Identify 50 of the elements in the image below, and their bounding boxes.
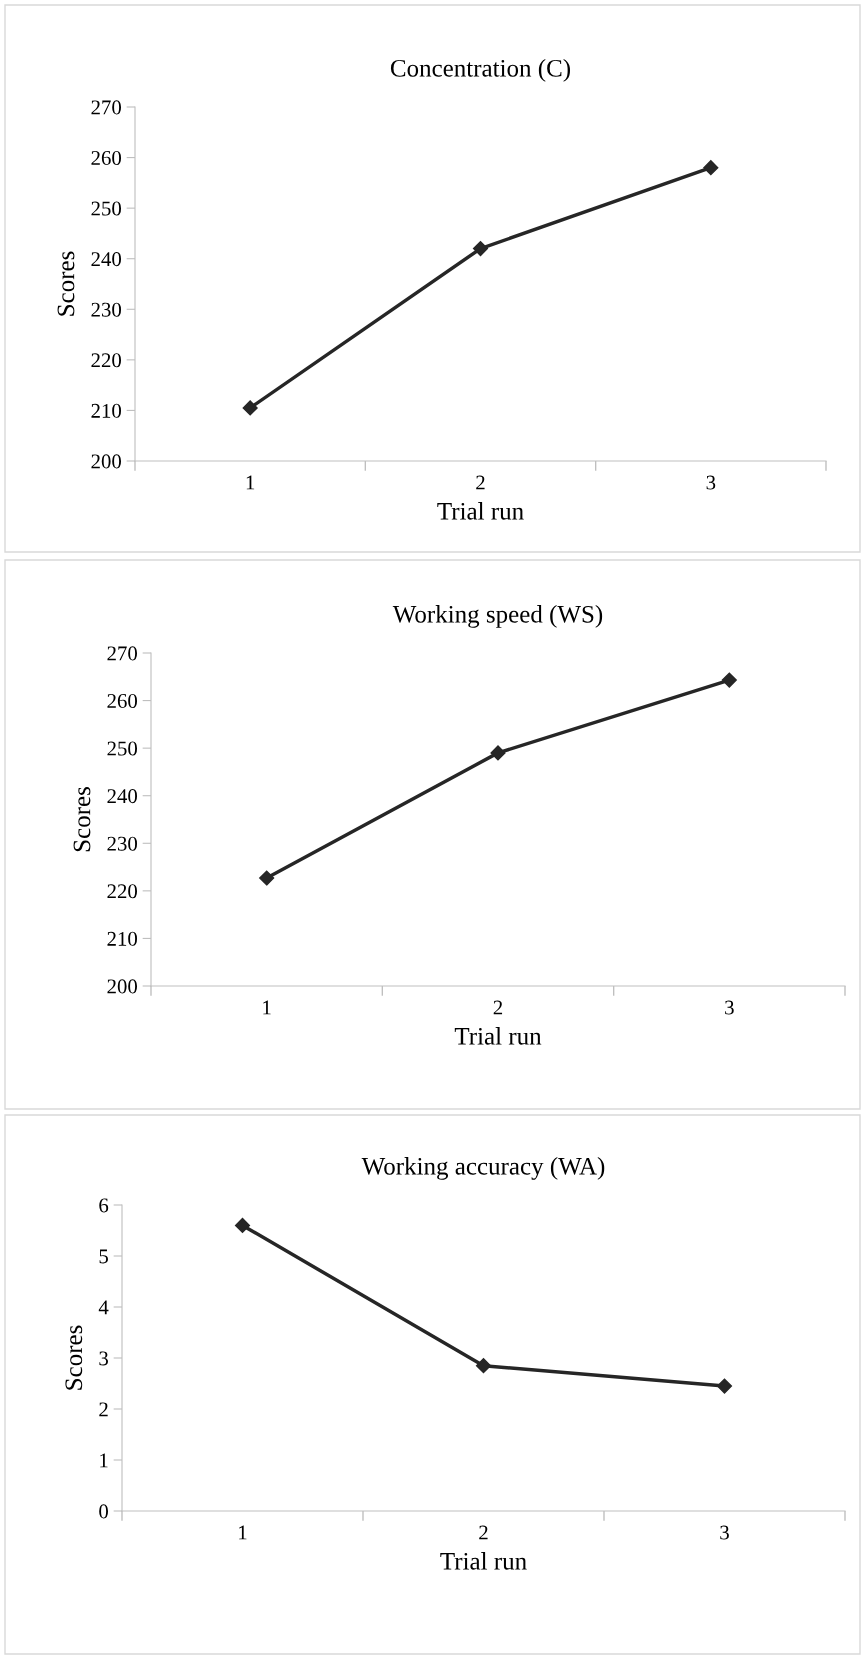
y-tick-label: 240 (107, 789, 138, 804)
y-axis-title: Scores (73, 787, 91, 852)
x-tick-label: 2 (493, 1000, 503, 1015)
y-tick-label: 230 (107, 836, 138, 851)
y-tick-label: 5 (99, 1249, 108, 1264)
y-tick-label: 250 (107, 741, 138, 756)
x-tick-label: 2 (476, 475, 485, 490)
y-tick-label: 260 (91, 150, 122, 165)
x-tick-label: 3 (706, 475, 716, 490)
x-axis-title: Trial run (437, 502, 524, 520)
point (259, 870, 275, 886)
y-tick-label: 2 (99, 1402, 108, 1417)
y-tick-label: 270 (107, 646, 138, 661)
y-tick-label: 220 (91, 353, 122, 368)
point (716, 1378, 733, 1394)
point (234, 1217, 251, 1233)
y-tick-label: 220 (107, 884, 138, 899)
y-tick-label: 210 (91, 403, 122, 418)
point (490, 745, 506, 761)
x-tick-label: 3 (720, 1525, 729, 1540)
y-tick-label: 270 (91, 100, 122, 115)
x-axis-title: Trial run (440, 1552, 527, 1570)
y-tick-label: 210 (107, 931, 138, 946)
point (475, 1358, 492, 1374)
x-tick-label: 1 (263, 1000, 271, 1015)
y-tick-label: 240 (91, 252, 122, 267)
y-axis-title: Scores (65, 1325, 83, 1390)
y-tick-label: 4 (98, 1300, 109, 1315)
y-tick-label: 6 (99, 1198, 109, 1213)
point (703, 160, 719, 176)
y-tick-label: 1 (100, 1453, 108, 1468)
chart-title: Concentration (C) (390, 59, 570, 82)
x-tick-label: 3 (725, 1000, 734, 1015)
chart-title: Working accuracy (WA) (361, 1157, 605, 1180)
y-tick-label: 3 (99, 1351, 108, 1366)
point (472, 241, 489, 257)
x-tick-label: 1 (246, 475, 255, 490)
y-axis-title: Scores (57, 251, 75, 316)
point (721, 672, 737, 688)
y-tick-label: 200 (107, 979, 138, 994)
x-tick-label: 2 (479, 1525, 488, 1540)
y-tick-label: 200 (91, 454, 122, 469)
y-tick-label: 260 (107, 693, 138, 708)
y-tick-label: 250 (91, 201, 122, 216)
x-tick-label: 1 (239, 1525, 247, 1540)
chart-title: Working speed (WS) (392, 605, 603, 628)
x-axis-title: Trial run (454, 1027, 542, 1045)
y-tick-label: 0 (99, 1504, 109, 1519)
point (242, 400, 258, 416)
y-tick-label: 230 (91, 302, 122, 317)
